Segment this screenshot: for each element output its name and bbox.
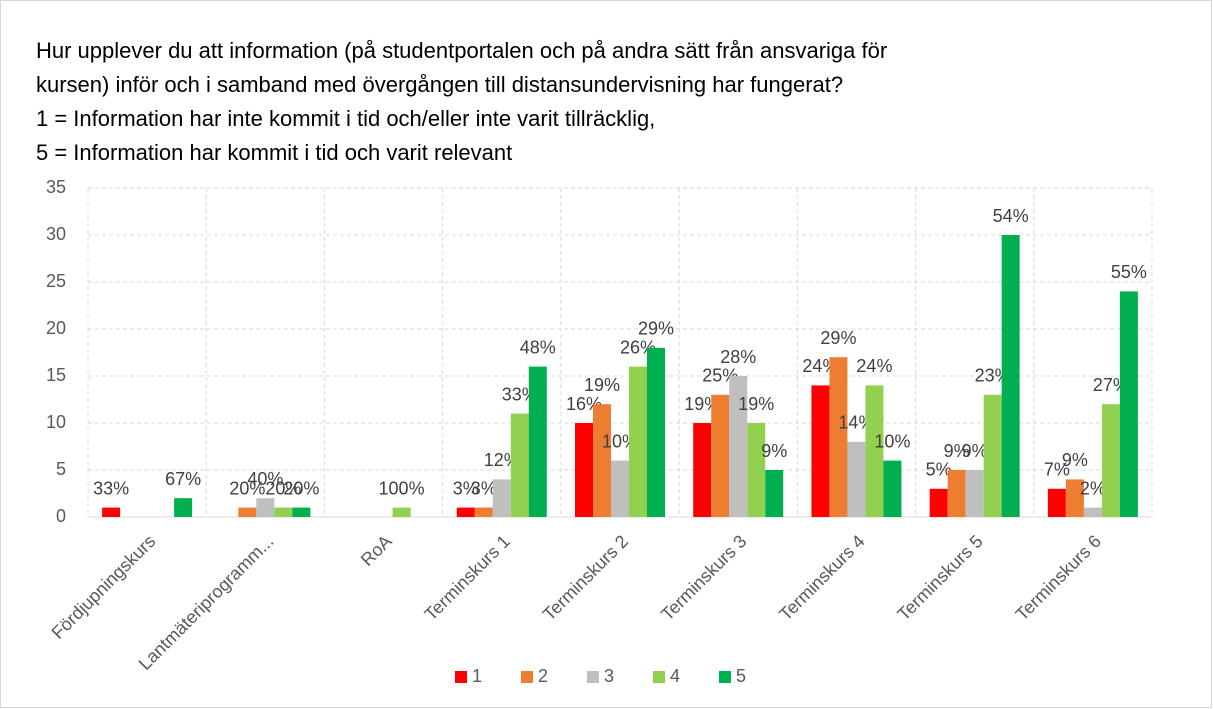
bar bbox=[1001, 235, 1020, 517]
bar bbox=[392, 507, 411, 517]
y-tick-label: 15 bbox=[46, 365, 66, 385]
y-tick-label: 25 bbox=[46, 271, 66, 291]
data-label: 20% bbox=[229, 478, 265, 498]
bar bbox=[765, 470, 784, 517]
bar bbox=[929, 488, 948, 517]
bar bbox=[965, 470, 984, 517]
bar bbox=[575, 423, 593, 517]
bar bbox=[647, 347, 665, 517]
bar bbox=[1047, 488, 1066, 517]
data-label: 24% bbox=[856, 356, 892, 376]
data-label: 9% bbox=[962, 441, 988, 461]
y-tick-label: 20 bbox=[46, 318, 66, 338]
data-label: 3% bbox=[471, 478, 497, 498]
data-label: 40% bbox=[247, 469, 283, 489]
bar bbox=[292, 507, 311, 517]
data-label: 28% bbox=[720, 347, 756, 367]
data-label: 48% bbox=[520, 337, 556, 357]
data-label: 20% bbox=[283, 478, 319, 498]
bar bbox=[102, 507, 121, 517]
bar bbox=[1083, 507, 1102, 517]
bar bbox=[274, 507, 293, 517]
data-label: 10% bbox=[874, 431, 910, 451]
y-tick-label: 5 bbox=[56, 459, 66, 479]
data-label: 29% bbox=[638, 319, 674, 339]
bar bbox=[492, 479, 511, 517]
bar bbox=[729, 376, 748, 517]
data-label: 33% bbox=[93, 478, 129, 498]
data-label: 29% bbox=[820, 328, 856, 348]
bar bbox=[256, 498, 275, 517]
bar bbox=[847, 441, 866, 517]
data-label: 9% bbox=[761, 441, 787, 461]
chart-title: 5 = Information har kommit i tid och var… bbox=[36, 140, 512, 165]
data-label: 5% bbox=[926, 460, 952, 480]
y-tick-label: 35 bbox=[46, 177, 66, 197]
chart-title: Hur upplever du att information (på stud… bbox=[36, 38, 887, 63]
bar bbox=[711, 394, 730, 517]
y-tick-label: 0 bbox=[56, 506, 66, 526]
bar bbox=[510, 413, 529, 517]
legend-swatch bbox=[455, 671, 467, 683]
data-label: 2% bbox=[1080, 478, 1106, 498]
data-label: 3% bbox=[453, 478, 479, 498]
bar bbox=[883, 460, 902, 517]
legend-label: 5 bbox=[736, 666, 746, 686]
legend-swatch bbox=[521, 671, 533, 683]
bar bbox=[829, 357, 848, 517]
legend-swatch bbox=[719, 671, 731, 683]
data-label: 55% bbox=[1111, 262, 1147, 282]
data-label: 9% bbox=[944, 441, 970, 461]
legend-label: 2 bbox=[538, 666, 548, 686]
bar bbox=[456, 507, 475, 517]
y-tick-label: 10 bbox=[46, 412, 66, 432]
data-label: 7% bbox=[1044, 460, 1070, 480]
bar bbox=[947, 470, 966, 517]
bar bbox=[174, 498, 193, 517]
legend-label: 3 bbox=[604, 666, 614, 686]
data-label: 19% bbox=[584, 375, 620, 395]
data-label: 19% bbox=[738, 394, 774, 414]
bar bbox=[1101, 404, 1120, 517]
bar bbox=[747, 423, 766, 517]
bar bbox=[983, 394, 1002, 517]
legend-swatch bbox=[587, 671, 599, 683]
data-label: 100% bbox=[379, 478, 425, 498]
bar bbox=[1065, 479, 1084, 517]
y-tick-label: 30 bbox=[46, 224, 66, 244]
legend-label: 1 bbox=[472, 666, 482, 686]
data-label: 54% bbox=[993, 206, 1029, 226]
bar bbox=[611, 460, 629, 517]
bar bbox=[238, 507, 257, 517]
data-label: 67% bbox=[165, 469, 201, 489]
bar bbox=[528, 366, 547, 517]
data-label: 20% bbox=[265, 478, 301, 498]
bar bbox=[811, 385, 830, 517]
data-label: 9% bbox=[1062, 450, 1088, 470]
bar bbox=[629, 366, 647, 517]
bar bbox=[1119, 291, 1138, 517]
legend-label: 4 bbox=[670, 666, 680, 686]
chart-title: kursen) inför och i samband med övergång… bbox=[36, 72, 843, 97]
legend-swatch bbox=[653, 671, 665, 683]
bar bbox=[593, 404, 611, 517]
bar bbox=[474, 507, 493, 517]
chart-title: 1 = Information har inte kommit i tid oc… bbox=[36, 106, 655, 131]
bar bbox=[865, 385, 884, 517]
bar bbox=[693, 423, 712, 517]
